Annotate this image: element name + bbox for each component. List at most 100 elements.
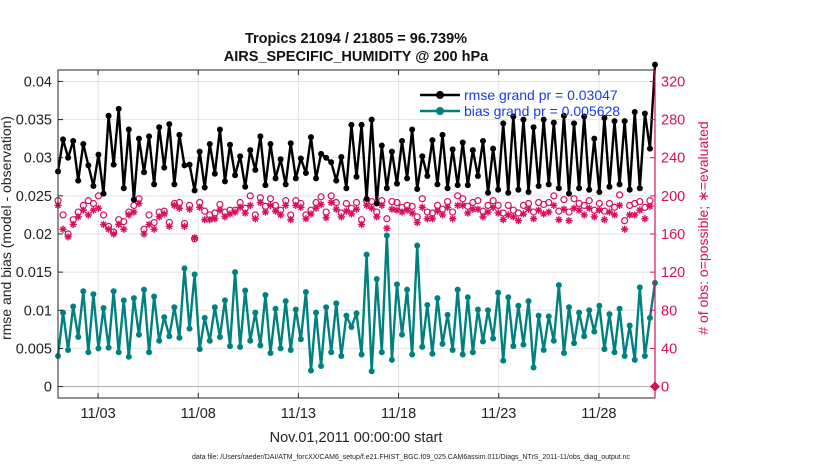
obs-evaluated-star-stroke	[520, 210, 527, 218]
obs-evaluated-star-stroke	[606, 209, 613, 216]
bias-point	[201, 314, 208, 321]
bias-point	[368, 368, 375, 375]
obs-evaluated-point	[529, 215, 538, 223]
bias-point	[141, 286, 148, 293]
obs-evaluated-star-stroke	[60, 226, 67, 233]
chart-subtitle: AIRS_SPECIFIC_HUMIDITY @ 200 hPa	[224, 49, 489, 65]
obs-evaluated-point	[180, 222, 189, 230]
obs-evaluated-point	[74, 213, 82, 221]
obs-evaluated-star-stroke	[454, 202, 461, 209]
obs-evaluated-star-stroke	[237, 204, 244, 211]
obs-evaluated-point	[363, 201, 371, 209]
obs-evaluated-point	[307, 210, 315, 218]
obs-evaluated-point	[150, 225, 158, 233]
obs-evaluated-star-stroke	[140, 230, 148, 238]
bias-point	[535, 312, 542, 319]
obs-evaluated-point	[287, 216, 295, 224]
bias-series	[55, 232, 658, 375]
rmse-point	[626, 186, 633, 193]
bias-point	[611, 349, 618, 356]
obs-evaluated-point	[99, 220, 108, 229]
bias-point	[586, 307, 593, 314]
bias-point	[176, 334, 183, 341]
bias-point	[429, 350, 436, 357]
obs-evaluated-point	[413, 218, 421, 227]
bias-point	[414, 242, 421, 249]
obs-possible-point	[570, 195, 578, 203]
obs-evaluated-point	[388, 205, 396, 213]
bias-point	[100, 304, 107, 311]
obs-evaluated-point	[641, 215, 649, 223]
obs-evaluated-star-stroke	[449, 215, 456, 222]
rmse-point	[328, 159, 335, 166]
rmse-point	[272, 175, 279, 182]
obs-evaluated-star-stroke	[130, 209, 137, 216]
obs-evaluated-star-stroke	[500, 216, 507, 223]
obs-evaluated-star-stroke	[65, 233, 72, 240]
obs-evaluated-star-stroke	[393, 207, 401, 214]
y-axis-label-left: rmse and bias (model - observation)	[0, 116, 14, 340]
obs-evaluated-star-stroke	[343, 208, 350, 215]
obs-evaluated-point	[115, 220, 123, 229]
obs-evaluated-star-stroke	[135, 200, 142, 207]
obs-evaluated-star-stroke	[555, 216, 562, 223]
obs-evaluated-point	[256, 198, 264, 207]
rmse-point	[419, 153, 426, 160]
obs-evaluated-star-stroke	[328, 199, 335, 206]
obs-evaluated-point	[610, 211, 619, 219]
rmse-point	[631, 108, 638, 115]
obs-evaluated-star-stroke	[505, 211, 512, 218]
obs-possible-point	[514, 209, 522, 217]
rmse-point	[191, 187, 198, 194]
rmse-point	[313, 175, 320, 182]
rmse-point	[449, 146, 456, 153]
obs-evaluated-point	[509, 213, 517, 221]
rmse-point	[181, 162, 188, 169]
y-left-tick-label: 0.02	[24, 227, 52, 243]
bias-point	[282, 298, 289, 305]
obs-evaluated-point	[120, 225, 128, 233]
obs-possible-point	[342, 199, 350, 208]
rmse-point	[368, 116, 375, 123]
obs-evaluated-point	[408, 209, 416, 217]
obs-evaluated-point	[155, 213, 163, 221]
bias-point	[292, 306, 299, 313]
x-axis-label: Nov.01,2011 00:00:00 start	[270, 430, 443, 446]
bias-point	[434, 295, 441, 302]
rmse-point	[176, 131, 183, 138]
bias-point	[596, 302, 603, 309]
obs-evaluated-point	[342, 207, 350, 215]
obs-possible-point	[595, 199, 603, 208]
bias-point	[378, 349, 385, 356]
obs-evaluated-star-stroke	[211, 215, 218, 222]
bias-point	[485, 307, 492, 314]
obs-evaluated-point	[585, 204, 593, 212]
obs-evaluated-point	[266, 201, 275, 209]
axes: 0 0.005 0.01 0.015 0.02 0.025 0.03 0.035 0.04 0 40…	[16, 70, 685, 422]
bias-point	[302, 288, 309, 295]
rmse-point	[444, 185, 451, 192]
obs-evaluated-star-stroke	[439, 211, 446, 218]
rmse-series	[55, 61, 658, 207]
bias-point	[464, 294, 471, 301]
obs-evaluated-star-stroke	[221, 213, 228, 220]
bias-point	[252, 309, 259, 316]
rmse-point	[363, 195, 370, 202]
rmse-point	[65, 154, 72, 161]
obs-evaluated-point	[185, 205, 194, 213]
obs-evaluated-star-stroke	[363, 202, 370, 209]
bias-point	[449, 346, 456, 353]
rmse-point	[216, 126, 223, 133]
obs-evaluated-point	[519, 210, 528, 218]
rmse-point	[439, 131, 446, 138]
rmse-point	[490, 145, 497, 152]
bias-point	[70, 303, 77, 310]
rmse-point	[500, 120, 507, 127]
bias-point	[75, 333, 82, 340]
obs-evaluated-point	[499, 216, 507, 224]
obs-evaluated-star-stroke	[171, 202, 178, 209]
obs-evaluated-point	[368, 204, 376, 212]
bias-point	[621, 353, 628, 360]
bias-point	[125, 353, 132, 360]
obs-evaluated-point	[595, 206, 603, 214]
